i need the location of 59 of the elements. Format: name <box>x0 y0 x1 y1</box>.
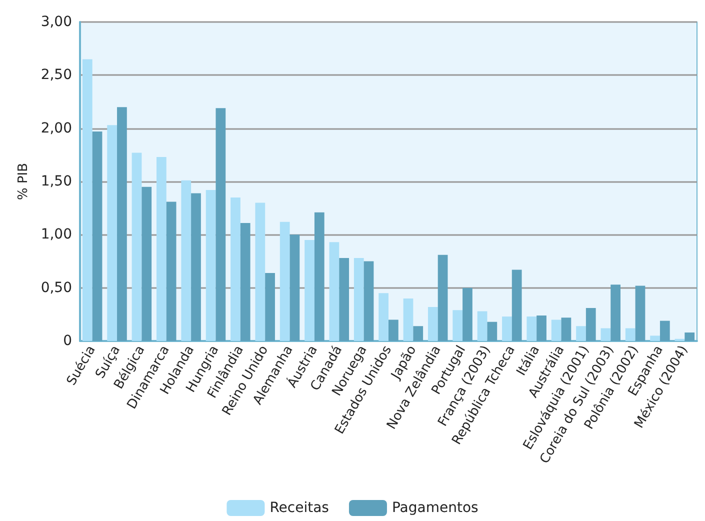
y-tick-label: 3,00 <box>40 14 72 30</box>
bar <box>354 258 364 341</box>
bar <box>403 298 414 341</box>
bar <box>526 316 537 341</box>
bar <box>314 212 324 341</box>
bar <box>561 318 572 341</box>
bar <box>635 286 646 341</box>
bar <box>265 272 275 341</box>
bar <box>304 240 314 341</box>
bar <box>240 222 250 341</box>
y-axis-title: % PIB <box>16 162 31 200</box>
bar <box>216 108 226 341</box>
bar <box>600 328 611 341</box>
legend-label: Receitas <box>270 500 329 516</box>
bar <box>428 306 438 341</box>
bar <box>610 284 620 341</box>
bar <box>181 180 192 341</box>
bar <box>82 59 92 341</box>
y-tick-label: 2,00 <box>40 120 72 136</box>
bar <box>142 186 152 341</box>
bar <box>576 326 586 341</box>
legend-label: Pagamentos <box>392 500 478 516</box>
bar <box>502 316 512 341</box>
bar <box>388 320 398 341</box>
bar <box>512 270 522 341</box>
bar <box>487 322 498 341</box>
bar <box>230 197 240 341</box>
bar <box>452 310 463 341</box>
bar <box>107 125 118 341</box>
bar <box>191 193 201 341</box>
bar <box>413 326 424 341</box>
y-tick-label: 0,50 <box>40 280 72 296</box>
bar <box>290 234 300 341</box>
bar <box>280 222 290 341</box>
bar <box>132 152 142 341</box>
bar <box>586 308 596 341</box>
bar <box>339 258 350 341</box>
bar <box>364 261 374 341</box>
y-tick-label: 0 <box>63 333 72 349</box>
bar <box>206 190 216 341</box>
bar <box>378 293 388 341</box>
bar <box>462 288 472 341</box>
bar <box>684 332 695 341</box>
bar <box>166 202 176 341</box>
y-tick-label: 1,00 <box>40 226 72 243</box>
y-tick-label: 2,50 <box>40 67 72 84</box>
bar <box>117 107 127 341</box>
bar <box>477 311 488 341</box>
bar <box>536 315 546 341</box>
bar <box>438 254 448 341</box>
bar <box>156 157 166 341</box>
bar <box>625 328 636 341</box>
y-tick-label: 1,50 <box>40 174 72 190</box>
bar <box>329 242 340 341</box>
bar <box>92 132 102 341</box>
bar <box>551 320 562 341</box>
bar <box>650 336 660 341</box>
bar <box>255 202 266 341</box>
bar <box>660 320 670 341</box>
